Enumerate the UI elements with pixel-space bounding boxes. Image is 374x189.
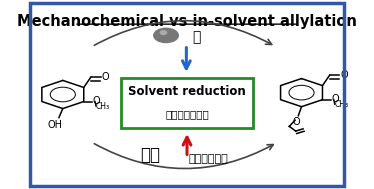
Text: O: O <box>92 96 100 106</box>
Text: 🌲🌲🌲🌲🌲🌲🌲: 🌲🌲🌲🌲🌲🌲🌲 <box>165 109 209 119</box>
Text: 🧴: 🧴 <box>193 30 201 44</box>
Text: O: O <box>101 72 109 82</box>
Text: O: O <box>331 94 339 104</box>
Text: Mechanochemical vs in-solvent allylation: Mechanochemical vs in-solvent allylation <box>17 14 357 29</box>
Circle shape <box>154 28 178 43</box>
Text: 🧪🧪: 🧪🧪 <box>140 146 160 164</box>
Text: 🧴🧴🧴🧴🧴🧴: 🧴🧴🧴🧴🧴🧴 <box>188 154 228 164</box>
Text: Solvent reduction: Solvent reduction <box>128 85 246 98</box>
Text: O: O <box>340 70 348 80</box>
Text: O: O <box>293 117 300 127</box>
Text: OH: OH <box>47 120 62 130</box>
Text: CH₃: CH₃ <box>96 102 110 111</box>
Text: CH₃: CH₃ <box>335 100 349 109</box>
Circle shape <box>160 31 167 34</box>
